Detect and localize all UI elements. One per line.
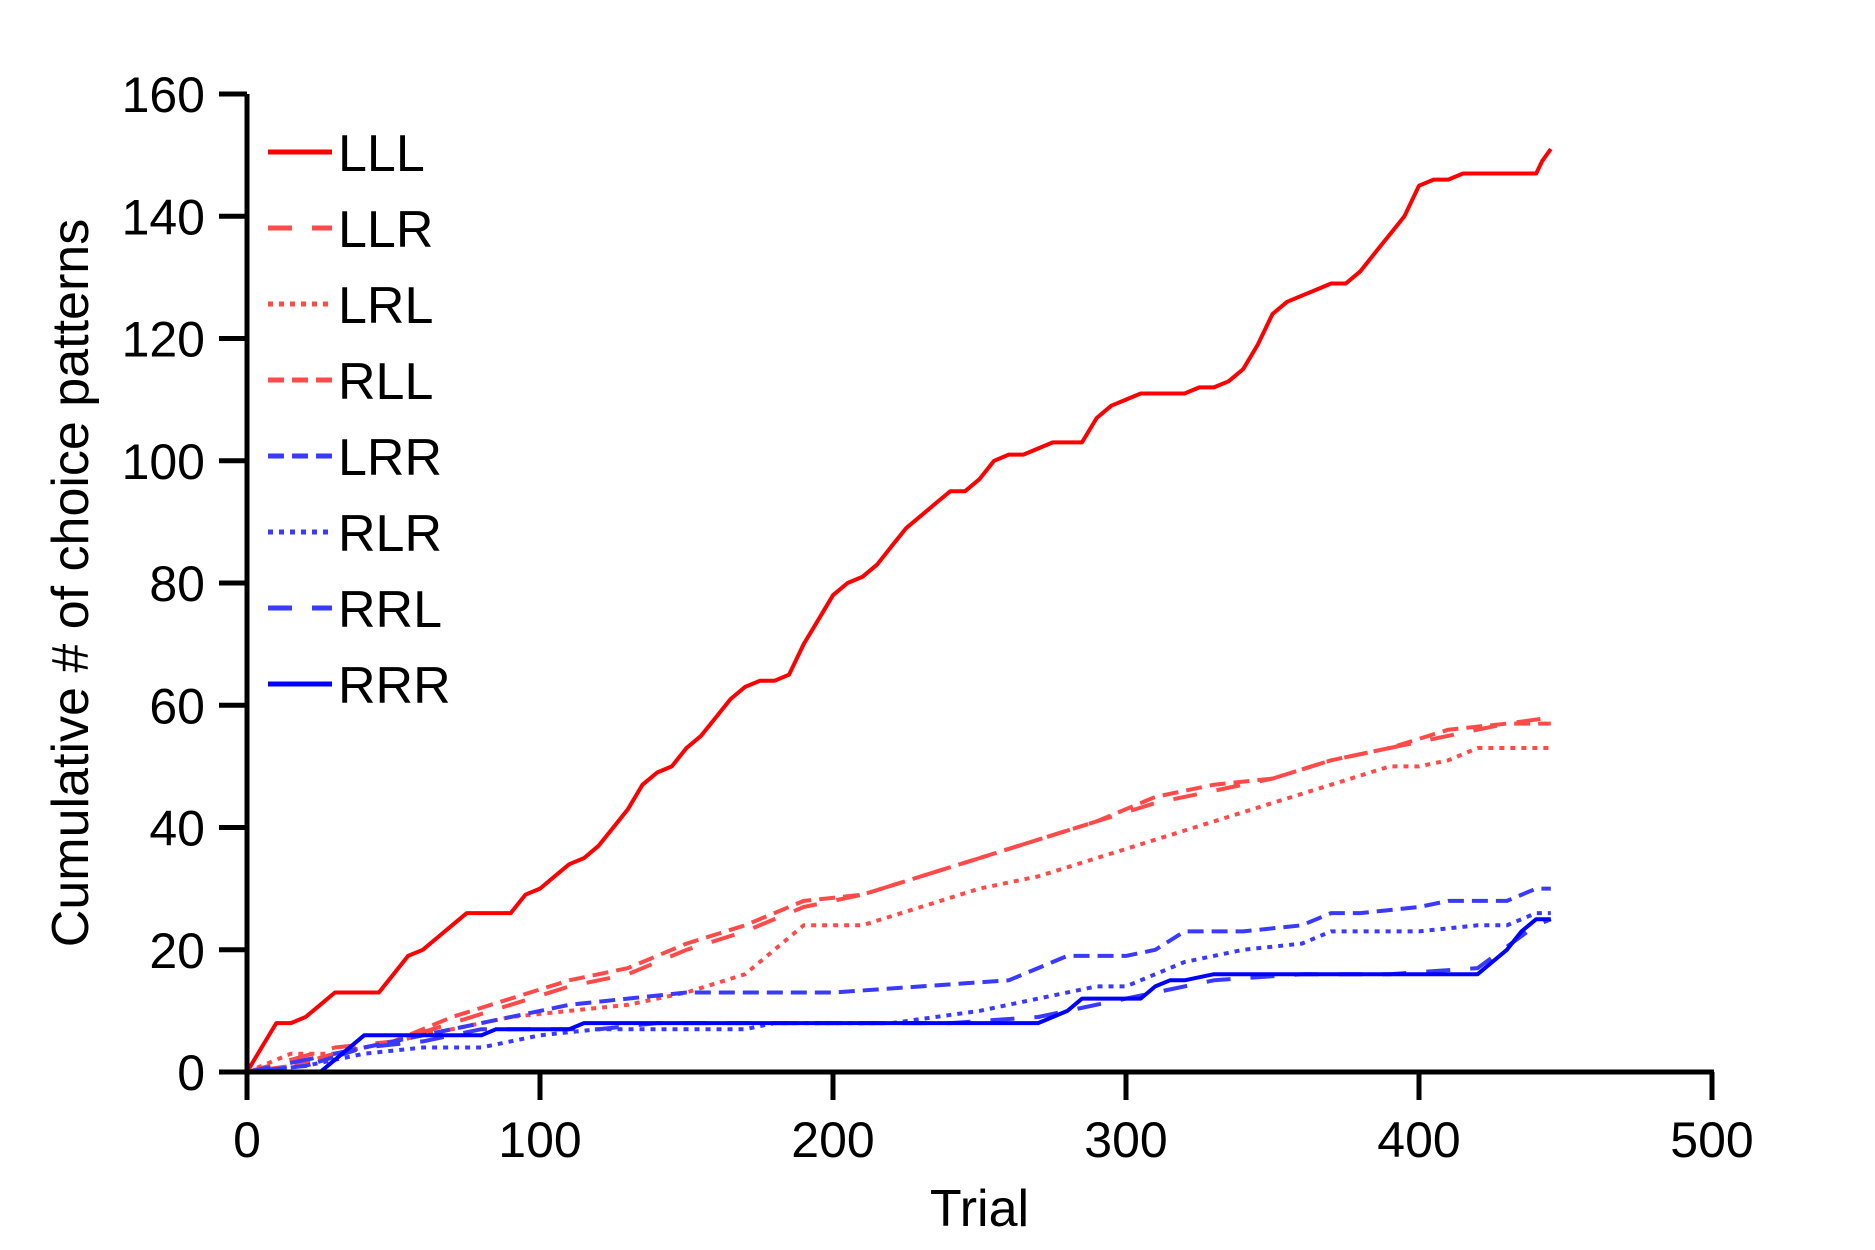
series-line-rlr — [246, 911, 1551, 1074]
x-tick-label: 500 — [1670, 1112, 1753, 1168]
series-line-lrr — [246, 886, 1551, 1074]
y-tick-label: 100 — [122, 434, 205, 490]
legend-label-lrl: LRL — [338, 277, 433, 335]
x-tick-label: 200 — [791, 1112, 874, 1168]
y-tick-label: 80 — [149, 556, 205, 612]
y-tick-label: 160 — [122, 67, 205, 123]
legend-label-lll: LLL — [338, 125, 425, 183]
legend-label-rlr: RLR — [338, 505, 442, 563]
series-layer — [245, 147, 1553, 1074]
series-line-rll — [246, 721, 1551, 1074]
legend-label-rrl: RRL — [338, 581, 442, 639]
legend-label-rrr: RRR — [338, 657, 451, 715]
x-tick-label: 100 — [498, 1112, 581, 1168]
x-tick-label: 300 — [1084, 1112, 1167, 1168]
y-tick-label: 0 — [177, 1045, 205, 1101]
series-line-rrl — [246, 917, 1552, 1074]
x-tick-label: 400 — [1377, 1112, 1460, 1168]
legend-label-llr: LLR — [338, 201, 433, 259]
y-tick-label: 120 — [122, 312, 205, 368]
y-tick-label: 60 — [149, 678, 205, 734]
y-axis-label: Cumulative # of choice patterns — [42, 219, 100, 947]
y-tick-label: 40 — [149, 801, 205, 857]
x-axis-label: Trial — [930, 1180, 1029, 1238]
legend: LLL LLR LRL RLL LRR RLR RRL RRR — [268, 125, 451, 715]
y-tick-label: 140 — [122, 189, 205, 245]
axes: 0 20 40 60 80 100 120 140 160 0 100 200 300 400 500 — [122, 67, 1754, 1168]
series-line-rrr — [247, 917, 1551, 1074]
y-tick-label: 20 — [149, 923, 205, 979]
legend-label-rll: RLL — [338, 353, 433, 411]
legend-label-lrr: LRR — [338, 429, 442, 487]
x-tick-label: 0 — [233, 1112, 261, 1168]
series-line-lll — [245, 147, 1553, 1074]
